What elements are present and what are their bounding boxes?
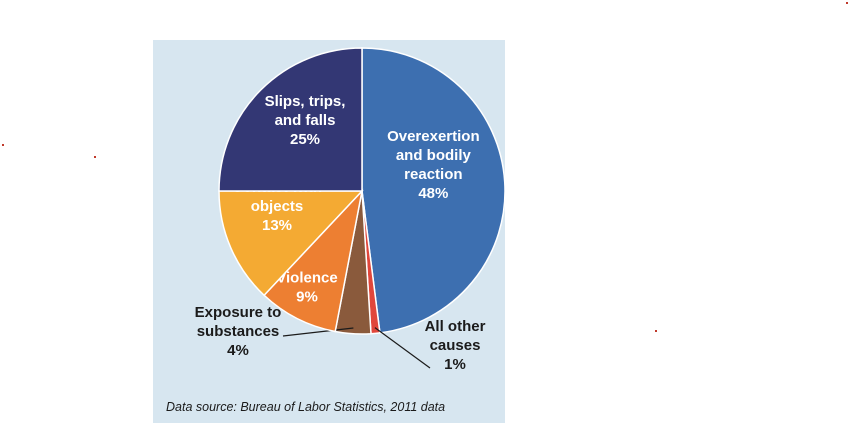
leader-line	[374, 327, 431, 369]
slice-value-label: 4%	[227, 342, 249, 359]
stray-dot	[94, 156, 96, 158]
pie-slice	[361, 47, 506, 334]
slice-category-label: All other	[425, 318, 486, 335]
slice-category-label: causes	[430, 337, 481, 354]
slice-category-label: Slips, trips,	[265, 93, 346, 110]
data-source-note: Data source: Bureau of Labor Statistics,…	[166, 400, 446, 414]
slice-value-label: 48%	[418, 185, 448, 202]
slice-category-label: Overexertion	[387, 128, 480, 145]
slice-category-label: Violence	[276, 270, 337, 287]
slice-value-label: 9%	[296, 289, 318, 306]
slice-category-label: reaction	[404, 166, 462, 183]
slice-value-label: 25%	[290, 131, 320, 148]
stray-dot	[655, 330, 657, 332]
stray-dot	[846, 2, 848, 4]
pie-slice	[218, 190, 364, 297]
slice-category-label: and falls	[275, 112, 336, 129]
pie-slice	[218, 47, 363, 192]
slice-value-label: 1%	[444, 356, 466, 373]
slice-value-label: 13%	[262, 217, 292, 234]
slice-category-label: Exposure to	[195, 304, 282, 321]
stray-dot	[2, 144, 4, 146]
slice-category-label: and bodily	[396, 147, 472, 164]
leader-line	[282, 327, 354, 337]
slice-category-label: objects	[251, 198, 304, 215]
pie-slice	[263, 188, 364, 333]
slice-category-label: substances	[197, 323, 280, 340]
